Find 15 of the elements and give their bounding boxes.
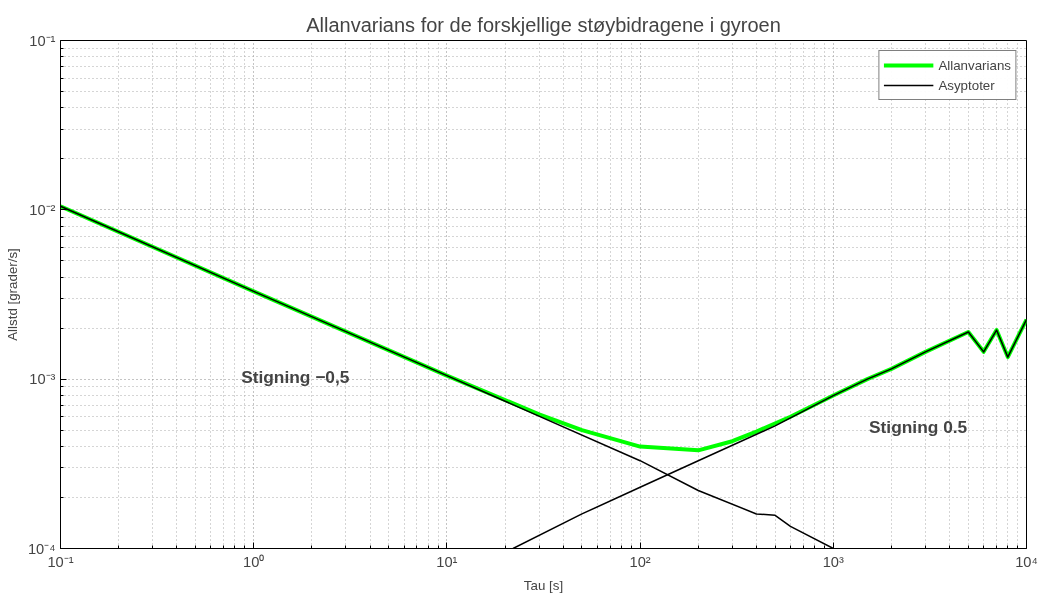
legend-label: Asyptoter [938, 77, 995, 93]
annotation: Stigning −0,5 [241, 367, 350, 388]
y-tick-label: 10⁻¹ [29, 32, 56, 49]
legend-label: Allanvarians [938, 57, 1011, 73]
x-axis-title: Tau [s] [523, 577, 564, 593]
x-tick-label: 10⁰ [243, 553, 265, 570]
x-tick-label: 10² [629, 553, 651, 570]
y-tick-label: 10⁻² [29, 201, 56, 218]
annotation: Stigning 0.5 [869, 416, 968, 437]
x-tick-label: 10⁴ [1015, 553, 1038, 570]
y-axis-title: Allstd [grader/s] [4, 248, 20, 341]
chart-title: Allanvarians for de forskjellige støybidragene i gyroen [306, 13, 781, 36]
x-tick-label: 10³ [822, 553, 845, 570]
y-tick-label: 10⁻³ [29, 371, 56, 388]
x-tick-label: 10¹ [436, 553, 458, 570]
